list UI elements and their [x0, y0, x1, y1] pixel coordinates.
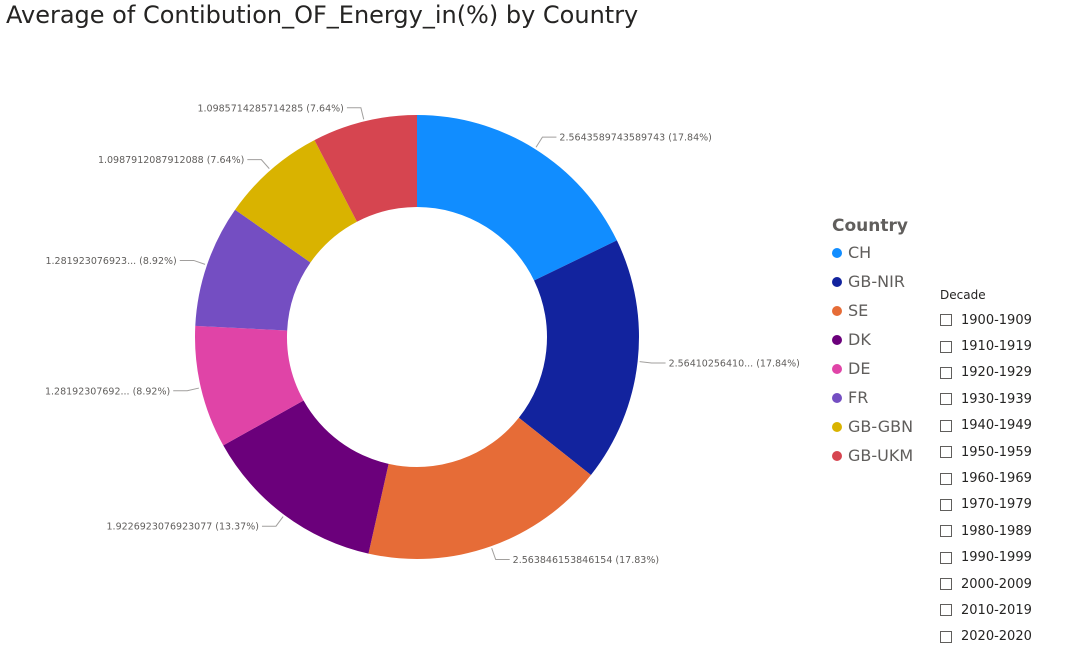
- leader-line-fr: [179, 259, 206, 265]
- legend-marker-se: [832, 305, 842, 316]
- slicer-item-2020-2020[interactable]: 2020-2020: [940, 624, 1032, 650]
- leader-line-gb-nir: [639, 361, 666, 364]
- legend-label-fr: FR: [848, 388, 869, 407]
- legend-item-de[interactable]: DE: [832, 354, 913, 383]
- data-label-gb-ukm: 1.0985714285714285 (7.64%): [197, 103, 343, 114]
- checkbox-icon[interactable]: [940, 498, 952, 511]
- slicer-item-label: 1940-1949: [961, 418, 1032, 434]
- checkbox-icon[interactable]: [940, 604, 952, 617]
- slice-gb-ukm[interactable]: [314, 115, 417, 222]
- legend-label-gb-gbn: GB-GBN: [848, 417, 914, 436]
- slicer-item-label: 2000-2009: [961, 576, 1032, 592]
- slicer-item-label: 1970-1979: [961, 497, 1032, 513]
- data-label-gb-gbn: 1.0987912087912088 (7.64%): [98, 155, 244, 166]
- data-label-se: 2.563846153846154 (17.83%): [513, 555, 659, 566]
- slicer-item-label: 1980-1989: [961, 523, 1032, 539]
- checkbox-icon[interactable]: [940, 446, 952, 459]
- slice-fr[interactable]: [195, 209, 311, 331]
- slicer-item-1940-1949[interactable]: 1940-1949: [940, 413, 1032, 439]
- chart-title: Average of Contibution_OF_Energy_in(%) b…: [6, 1, 639, 29]
- legend-label-ch: CH: [848, 243, 872, 262]
- slicer-item-label: 2010-2019: [961, 602, 1032, 618]
- slicer-item-label: 1900-1909: [961, 312, 1032, 328]
- slicer-item-1930-1939[interactable]: 1930-1939: [940, 386, 1032, 412]
- slicer-item-1980-1989[interactable]: 1980-1989: [940, 518, 1032, 544]
- leader-line-gb-ukm: [346, 107, 365, 120]
- slicer-item-label: 1990-1999: [961, 550, 1032, 566]
- legend-marker-gb-gbn: [832, 421, 842, 432]
- legend-marker-fr: [832, 392, 842, 403]
- legend-item-gb-ukm[interactable]: GB-UKM: [832, 441, 913, 470]
- legend-label-gb-nir: GB-NIR: [848, 272, 905, 291]
- legend-item-se[interactable]: SE: [832, 296, 913, 325]
- slicer-item-label: 1950-1959: [961, 444, 1032, 460]
- legend-marker-gb-ukm: [832, 450, 842, 461]
- legend-item-dk[interactable]: DK: [832, 325, 913, 354]
- legend-marker-ch: [832, 247, 842, 258]
- legend-marker-dk: [832, 334, 842, 345]
- leader-line-dk: [261, 516, 284, 527]
- slice-de[interactable]: [195, 325, 304, 446]
- slice-gb-gbn[interactable]: [235, 140, 357, 263]
- legend-label-dk: DK: [848, 330, 871, 349]
- slice-dk[interactable]: [223, 400, 389, 554]
- data-label-de: 1.28192307692... (8.92%): [45, 386, 170, 397]
- slicer-item-label: 1930-1939: [961, 391, 1032, 407]
- slicer-item-1900-1909[interactable]: 1900-1909: [940, 307, 1032, 333]
- data-label-ch: 2.5643589743589743 (17.84%): [559, 133, 711, 144]
- checkbox-icon[interactable]: [940, 578, 952, 591]
- leader-line-gb-gbn: [247, 159, 270, 169]
- slice-se[interactable]: [368, 417, 591, 559]
- checkbox-icon[interactable]: [940, 419, 952, 432]
- slicer-title: Decade: [940, 288, 986, 302]
- decade-slicer: Decade 1900-1909 1910-1919 1920-1929 1930-1…: [940, 286, 1032, 650]
- slicer-item-label: 1960-1969: [961, 471, 1032, 487]
- leader-line-de: [173, 387, 200, 392]
- slicer-item-1970-1979[interactable]: 1970-1979: [940, 492, 1032, 518]
- data-label-fr: 1.281923076923... (8.92%): [45, 256, 176, 267]
- slicer-item-1950-1959[interactable]: 1950-1959: [940, 439, 1032, 465]
- legend-label-de: DE: [848, 359, 871, 378]
- leader-line-ch: [535, 136, 557, 148]
- slicer-item-2010-2019[interactable]: 2010-2019: [940, 597, 1032, 623]
- slice-gb-nir[interactable]: [518, 240, 639, 475]
- legend: Country CH GB-NIR SE DK DE FR GB-GBN GB-UKM: [832, 214, 913, 470]
- legend-label-gb-ukm: GB-UKM: [848, 446, 914, 465]
- checkbox-icon[interactable]: [940, 525, 952, 538]
- slicer-item-1910-1919[interactable]: 1910-1919: [940, 333, 1032, 359]
- slice-ch[interactable]: [417, 115, 617, 281]
- checkbox-icon[interactable]: [940, 630, 952, 643]
- legend-item-gb-gbn[interactable]: GB-GBN: [832, 412, 913, 441]
- slicer-item-1920-1929[interactable]: 1920-1929: [940, 360, 1032, 386]
- data-label-gb-nir: 2.56410256410... (17.84%): [669, 358, 800, 369]
- legend-item-gb-nir[interactable]: GB-NIR: [832, 267, 913, 296]
- data-label-dk: 1.9226923076923077 (13.37%): [107, 522, 259, 533]
- leader-line-se: [491, 548, 510, 560]
- checkbox-icon[interactable]: [940, 314, 952, 327]
- slicer-item-1960-1969[interactable]: 1960-1969: [940, 465, 1032, 491]
- legend-title: Country: [832, 216, 908, 236]
- legend-item-ch[interactable]: CH: [832, 238, 913, 267]
- slicer-item-2000-2009[interactable]: 2000-2009: [940, 571, 1032, 597]
- checkbox-icon[interactable]: [940, 393, 952, 406]
- slicer-item-label: 1920-1929: [961, 365, 1032, 381]
- checkbox-icon[interactable]: [940, 366, 952, 379]
- checkbox-icon[interactable]: [940, 551, 952, 564]
- slicer-item-label: 1910-1919: [961, 339, 1032, 355]
- checkbox-icon[interactable]: [940, 472, 952, 485]
- legend-label-se: SE: [848, 301, 869, 320]
- checkbox-icon[interactable]: [940, 340, 952, 353]
- slicer-item-1990-1999[interactable]: 1990-1999: [940, 545, 1032, 571]
- legend-marker-de: [832, 363, 842, 374]
- slicer-item-label: 2020-2020: [961, 629, 1032, 645]
- legend-marker-gb-nir: [832, 276, 842, 287]
- legend-item-fr[interactable]: FR: [832, 383, 913, 412]
